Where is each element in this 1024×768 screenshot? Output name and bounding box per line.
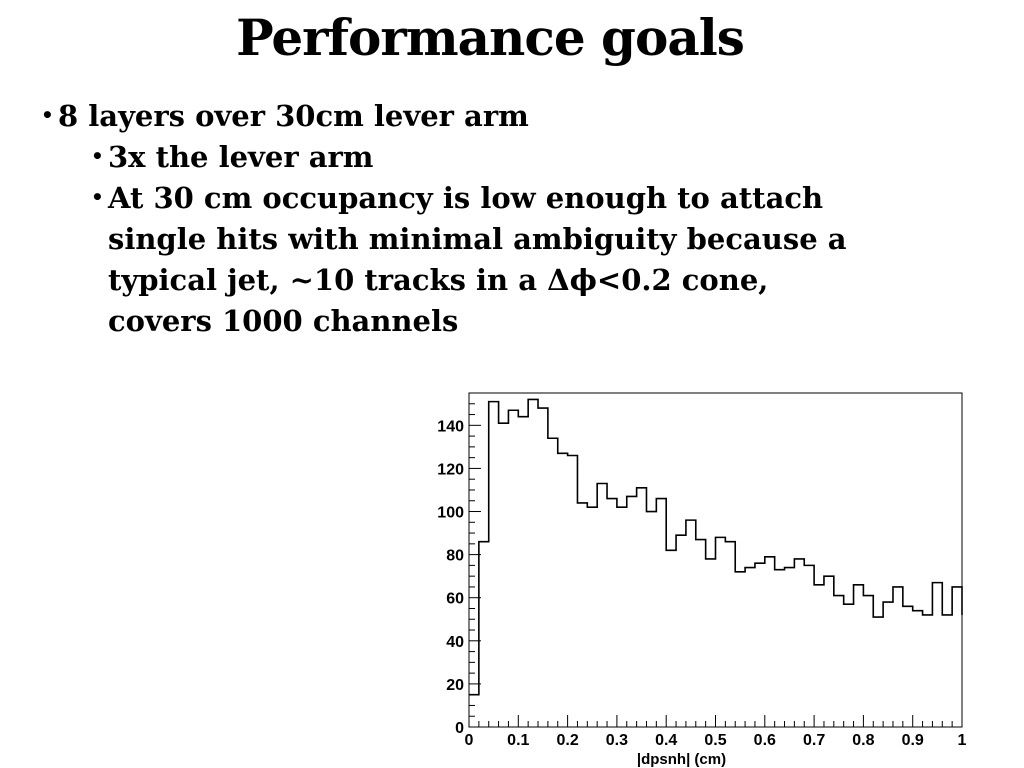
x-tick-label: 0.5 — [704, 732, 726, 749]
bullet-text: covers 1000 channels — [108, 304, 459, 338]
bullet-text: 8 layers over 30cm lever arm — [58, 99, 529, 133]
y-tick-label: 60 — [446, 591, 464, 608]
bullet-text: At 30 cm occupancy is low enough to atta… — [108, 181, 824, 215]
x-tick-label: 0.1 — [507, 732, 529, 749]
plot-frame — [468, 392, 963, 728]
y-tick-label: 100 — [437, 505, 464, 522]
x-tick-label: 0.7 — [803, 732, 825, 749]
x-tick-label: 1 — [958, 732, 967, 749]
bullet-marker: • — [91, 185, 104, 209]
bullet-continuation: typical jet, ~10 tracks in a Δϕ<0.2 cone… — [108, 260, 768, 301]
x-tick-label: 0.4 — [655, 732, 677, 749]
y-tick-label: 120 — [437, 461, 464, 478]
bullet-text: single hits with minimal ambiguity becau… — [108, 222, 847, 256]
x-tick-label: 0.3 — [606, 732, 628, 749]
bullet-item: • 8 layers over 30cm lever arm — [41, 96, 529, 137]
x-tick-label: 0.9 — [902, 732, 924, 749]
sub-bullet-item: • 3x the lever arm — [91, 137, 374, 178]
bullet-marker: • — [91, 144, 104, 168]
x-tick-label: 0.2 — [556, 732, 578, 749]
y-tick-label: 40 — [446, 634, 464, 651]
slide-title: Performance goals — [236, 8, 745, 67]
bullet-text: typical jet, ~10 tracks in a Δϕ<0.2 cone… — [108, 263, 769, 297]
bullet-continuation: single hits with minimal ambiguity becau… — [108, 219, 847, 260]
x-tick-label: 0.8 — [852, 732, 874, 749]
x-tick-label: 0.6 — [754, 732, 776, 749]
y-tick-label: 80 — [446, 548, 464, 565]
bullet-continuation: covers 1000 channels — [108, 301, 458, 342]
y-tick-label: 20 — [446, 677, 464, 694]
y-tick-label: 0 — [455, 720, 464, 737]
bullet-marker: • — [41, 103, 54, 127]
x-tick-label: 0 — [465, 732, 474, 749]
y-tick-label: 140 — [437, 418, 464, 435]
x-axis-label: |dpsnh| (cm) — [637, 751, 726, 768]
bullet-text: 3x the lever arm — [108, 140, 374, 174]
histogram-series-line — [469, 398, 963, 696]
sub-bullet-item: • At 30 cm occupancy is low enough to at… — [91, 178, 824, 219]
